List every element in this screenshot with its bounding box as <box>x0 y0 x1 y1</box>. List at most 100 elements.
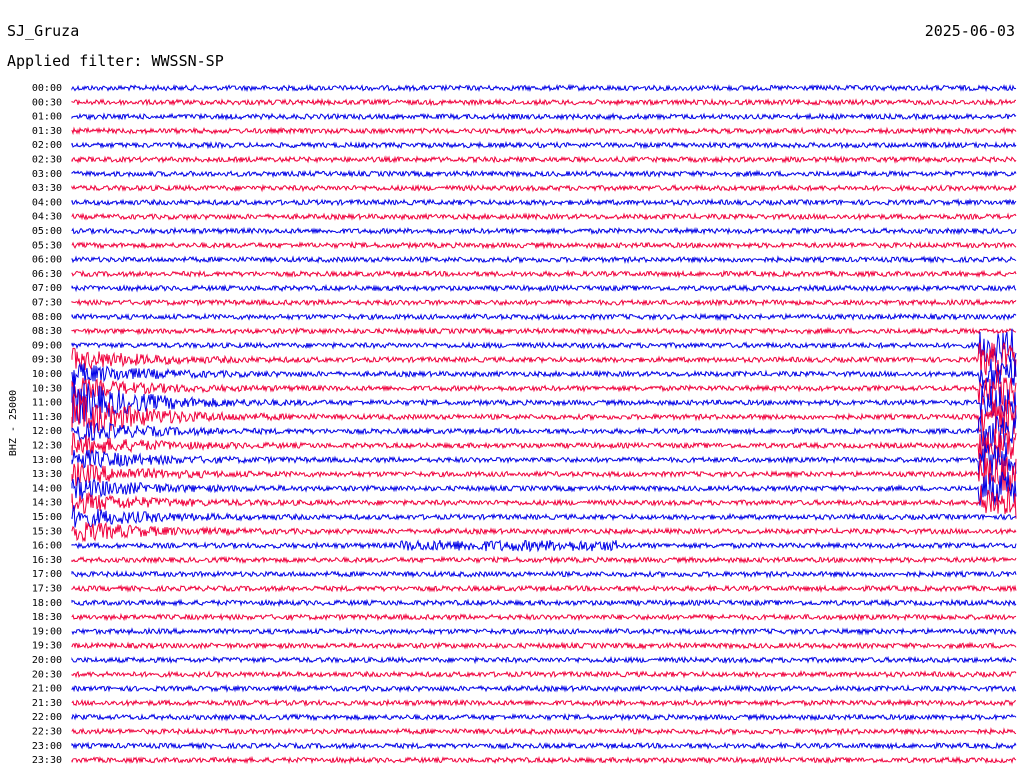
row-label: 01:30 <box>32 126 62 137</box>
row-label: 05:00 <box>32 226 62 237</box>
row-label: 10:30 <box>32 383 62 394</box>
trace <box>71 369 1017 407</box>
trace <box>71 358 1017 391</box>
filter: Applied filter: WWSSN-SP <box>7 52 224 70</box>
row-label: 21:30 <box>32 698 62 709</box>
row-label: 04:30 <box>32 212 62 223</box>
trace <box>71 727 1017 736</box>
row-label: 02:00 <box>32 140 62 151</box>
row-label: 09:30 <box>32 355 62 366</box>
row-label: 20:30 <box>32 669 62 680</box>
trace <box>71 698 1017 708</box>
trace <box>71 555 1017 565</box>
row-label: 17:30 <box>32 584 62 595</box>
row-label: 16:00 <box>32 541 62 552</box>
row-label: 18:00 <box>32 598 62 609</box>
trace <box>71 212 1017 222</box>
trace <box>71 504 1017 528</box>
row-label: 12:30 <box>32 441 62 452</box>
trace <box>71 112 1017 121</box>
trace <box>71 197 1017 207</box>
row-label: 09:00 <box>32 340 62 351</box>
row-label: 08:00 <box>32 312 62 323</box>
row-label: 10:00 <box>32 369 62 380</box>
trace <box>71 428 1017 464</box>
row-label: 18:30 <box>32 612 62 623</box>
trace <box>71 328 1017 363</box>
row-label: 03:00 <box>32 169 62 180</box>
trace <box>71 669 1017 679</box>
row-label: 00:00 <box>32 83 62 94</box>
row-label: 22:00 <box>32 712 62 723</box>
row-label: 06:30 <box>32 269 62 280</box>
trace <box>71 341 1017 377</box>
trace <box>71 485 1017 519</box>
row-label: 11:00 <box>32 398 62 409</box>
row-label: 22:30 <box>32 727 62 738</box>
trace <box>71 97 1017 107</box>
row-label: 00:30 <box>32 97 62 108</box>
trace <box>71 155 1017 164</box>
row-label: 03:30 <box>32 183 62 194</box>
trace <box>71 655 1017 665</box>
row-label: 13:00 <box>32 455 62 466</box>
trace <box>71 641 1017 650</box>
trace <box>71 326 1017 336</box>
row-label: 04:00 <box>32 197 62 208</box>
trace <box>71 393 1017 435</box>
row-label: 14:30 <box>32 498 62 509</box>
row-label: 15:30 <box>32 526 62 537</box>
trace <box>71 126 1017 136</box>
trace <box>71 539 1017 553</box>
row-label: 23:00 <box>32 741 62 752</box>
row-label: 14:00 <box>32 483 62 494</box>
row-label: 07:00 <box>32 283 62 294</box>
trace <box>71 455 1017 492</box>
trace <box>71 312 1017 322</box>
trace <box>71 741 1017 751</box>
row-label: 17:00 <box>32 569 62 580</box>
trace <box>71 240 1017 250</box>
trace <box>71 755 1017 765</box>
trace <box>71 298 1017 307</box>
row-label: 12:00 <box>32 426 62 437</box>
trace <box>71 442 1017 478</box>
row-label: 11:30 <box>32 412 62 423</box>
axis-label: BHZ - 25000 <box>8 390 19 456</box>
row-label: 16:30 <box>32 555 62 566</box>
row-label: 20:00 <box>32 655 62 666</box>
trace <box>71 140 1017 150</box>
trace <box>71 378 1017 424</box>
trace <box>71 255 1017 265</box>
row-label: 08:30 <box>32 326 62 337</box>
row-label: 13:30 <box>32 469 62 480</box>
row-label: 19:00 <box>32 626 62 637</box>
trace <box>71 283 1017 293</box>
trace <box>71 569 1017 579</box>
trace <box>71 598 1017 608</box>
trace <box>71 584 1017 593</box>
row-label: 05:30 <box>32 240 62 251</box>
trace <box>71 684 1017 693</box>
row-label: 21:00 <box>32 684 62 695</box>
trace <box>71 414 1017 447</box>
date: 2025-06-03 <box>925 22 1015 40</box>
trace <box>71 712 1017 722</box>
trace <box>71 269 1017 279</box>
row-label: 02:30 <box>32 155 62 166</box>
trace <box>71 612 1017 622</box>
trace <box>71 521 1017 543</box>
trace <box>71 626 1017 636</box>
trace <box>71 183 1017 193</box>
trace <box>71 83 1017 93</box>
row-label: 15:00 <box>32 512 62 523</box>
row-label: 23:30 <box>32 755 62 766</box>
trace <box>71 169 1017 179</box>
row-label: 19:30 <box>32 641 62 652</box>
row-label: 01:00 <box>32 112 62 123</box>
trace <box>71 226 1017 236</box>
trace <box>71 471 1017 506</box>
station: SJ_Gruza <box>7 22 79 40</box>
